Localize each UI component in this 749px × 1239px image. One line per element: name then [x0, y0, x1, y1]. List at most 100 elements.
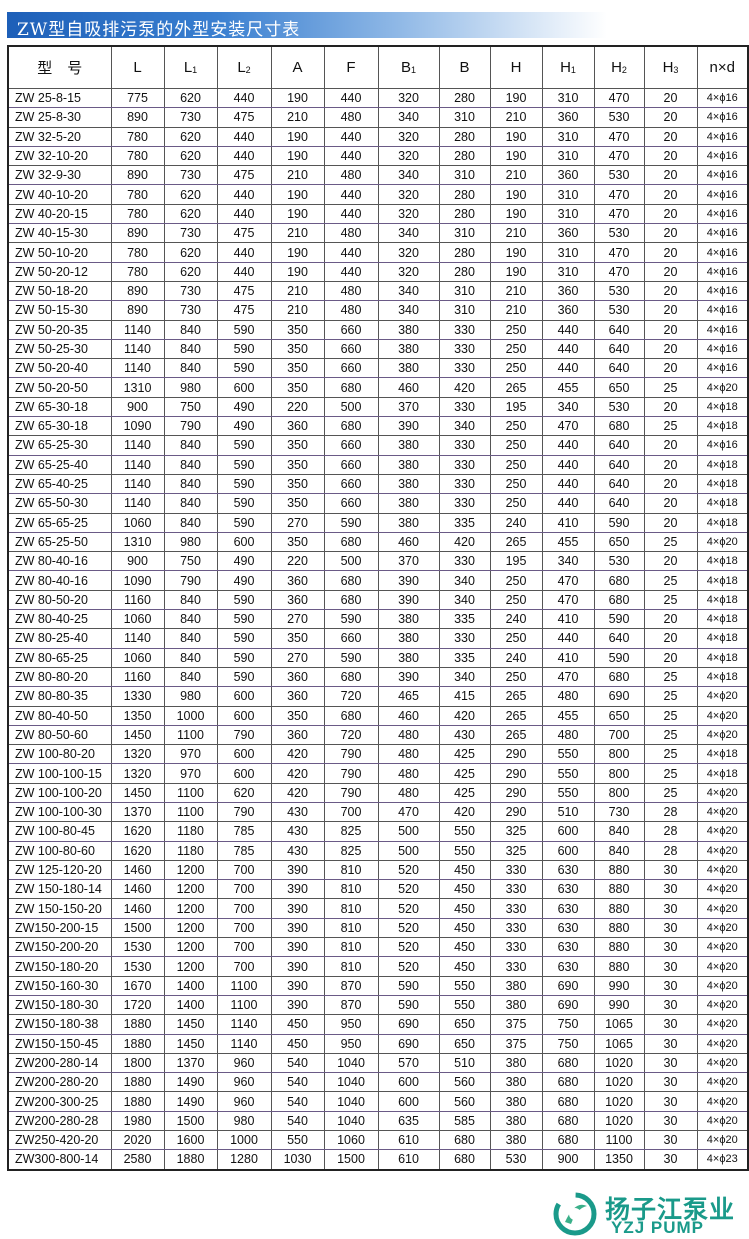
table-cell: 1020	[593, 1052, 645, 1074]
table-cell: 1140	[110, 454, 165, 475]
table-cell: 440	[541, 358, 595, 379]
table-cell: 1880	[163, 1149, 218, 1171]
table-cell: 980	[163, 686, 218, 707]
table-row: ZW200-300-25 1880 1490 960 540 1040 600 560 380 6…	[7, 1091, 749, 1112]
table-cell: 320	[377, 126, 440, 147]
table-cell: 680	[438, 1130, 491, 1151]
table-cell: 810	[323, 898, 379, 919]
table-cell: 590	[216, 358, 272, 379]
table-cell: 1065	[593, 1014, 645, 1035]
table-cell: 1880	[110, 1091, 165, 1112]
table-cell: 560	[438, 1091, 491, 1112]
table-cell: 1500	[323, 1149, 379, 1171]
model-cell: ZW 65-30-18	[7, 396, 112, 418]
table-row: ZW 150-150-20 1460 1200 700 390 810 520 450 330 6…	[7, 898, 749, 919]
table-cell: 20	[643, 165, 698, 186]
table-cell: 210	[489, 280, 543, 302]
table-cell: 340	[438, 570, 491, 591]
table-cell: 980	[163, 377, 218, 398]
table-cell: 640	[593, 319, 645, 340]
table-cell: 30	[643, 1072, 698, 1093]
table-cell: 660	[323, 628, 379, 649]
table-cell: 790	[163, 570, 218, 591]
table-cell: 280	[438, 87, 491, 109]
table-cell: 330	[438, 319, 491, 340]
table-cell: 790	[216, 724, 272, 746]
table-cell: 480	[377, 782, 440, 803]
table-cell: 350	[270, 628, 325, 649]
table-cell: 30	[643, 937, 698, 958]
table-cell: 470	[593, 242, 645, 263]
table-cell: 690	[377, 1014, 440, 1035]
table-cell: 1060	[323, 1130, 379, 1151]
table-cell: 540	[270, 1052, 325, 1074]
table-cell: 590	[323, 647, 379, 668]
table-cell: 1880	[110, 1072, 165, 1093]
table-cell: 190	[270, 126, 325, 147]
table-cell: 650	[593, 705, 645, 726]
table-cell: 330	[489, 956, 543, 977]
model-cell: ZW 100-100-30	[7, 801, 112, 823]
table-cell: 25	[643, 531, 698, 553]
table-cell: 620	[163, 184, 218, 205]
title-bar: ZW型自吸排污泵的外型安装尺寸表	[7, 12, 607, 40]
table-cell: 680	[541, 1110, 595, 1132]
model-cell: ZW 80-40-16	[7, 551, 112, 572]
table-cell: 4×ϕ20	[696, 1014, 749, 1035]
table-cell: 700	[216, 879, 272, 900]
column-header-label: 型 号	[37, 60, 83, 77]
column-header: n×d	[696, 45, 749, 89]
column-header-subscript: 1	[411, 65, 417, 75]
table-cell: 1350	[110, 705, 165, 726]
table-row: ZW 65-30-18 1090 790 490 360 680 390 340 250 470 6…	[7, 416, 749, 437]
table-cell: 340	[377, 300, 440, 321]
model-cell: ZW 40-20-15	[7, 203, 112, 225]
table-cell: 390	[270, 859, 325, 881]
table-cell: 1880	[110, 1014, 165, 1035]
table-cell: 195	[489, 551, 543, 572]
table-cell: 370	[377, 551, 440, 572]
table-row: ZW 32-5-20 780 620 440 190 440 320 280 190 310 470…	[7, 126, 749, 147]
table-cell: 20	[643, 609, 698, 630]
table-cell: 190	[489, 203, 543, 225]
table-cell: 1100	[163, 782, 218, 803]
table-cell: 1320	[110, 763, 165, 784]
table-cell: 750	[163, 551, 218, 572]
table-cell: 840	[593, 821, 645, 842]
table-cell: 4×ϕ18	[696, 744, 749, 765]
table-cell: 330	[438, 628, 491, 649]
table-cell: 825	[323, 821, 379, 842]
column-header: H1	[541, 45, 595, 89]
table-cell: 600	[216, 531, 272, 553]
table-cell: 800	[593, 744, 645, 765]
table-cell: 210	[270, 300, 325, 321]
table-cell: 680	[323, 570, 379, 591]
table-cell: 1030	[270, 1149, 325, 1171]
table-row: ZW 32-9-30 890 730 475 210 480 340 310 210 360 530…	[7, 165, 749, 186]
table-row: ZW 100-100-20 1450 1100 620 420 790 480 425 290 5…	[7, 782, 749, 803]
table-cell: 630	[541, 937, 595, 958]
column-header-label: L	[183, 59, 193, 76]
column-header-label: H	[662, 59, 674, 76]
table-cell: 280	[438, 126, 491, 147]
table-cell: 380	[377, 512, 440, 533]
model-cell: ZW 50-20-40	[7, 358, 112, 379]
column-header-subscript: 3	[673, 65, 679, 75]
table-row: ZW 50-25-30 1140 840 590 350 660 380 330 250 440 6…	[7, 338, 749, 360]
table-cell: 380	[489, 1091, 543, 1112]
table-cell: 700	[216, 898, 272, 919]
table-cell: 590	[593, 512, 645, 533]
table-cell: 4×ϕ16	[696, 435, 749, 456]
table-cell: 1180	[163, 840, 218, 861]
table-cell: 325	[489, 840, 543, 861]
table-cell: 690	[541, 994, 595, 1016]
model-cell: ZW 150-150-20	[7, 898, 112, 919]
table-cell: 1330	[110, 686, 165, 707]
table-cell: 520	[377, 879, 440, 900]
table-cell: 280	[438, 242, 491, 263]
table-cell: 190	[489, 126, 543, 147]
model-cell: ZW 80-40-16	[7, 570, 112, 591]
table-cell: 780	[110, 261, 165, 282]
table-cell: 20	[643, 338, 698, 360]
table-cell: 4×ϕ18	[696, 763, 749, 784]
